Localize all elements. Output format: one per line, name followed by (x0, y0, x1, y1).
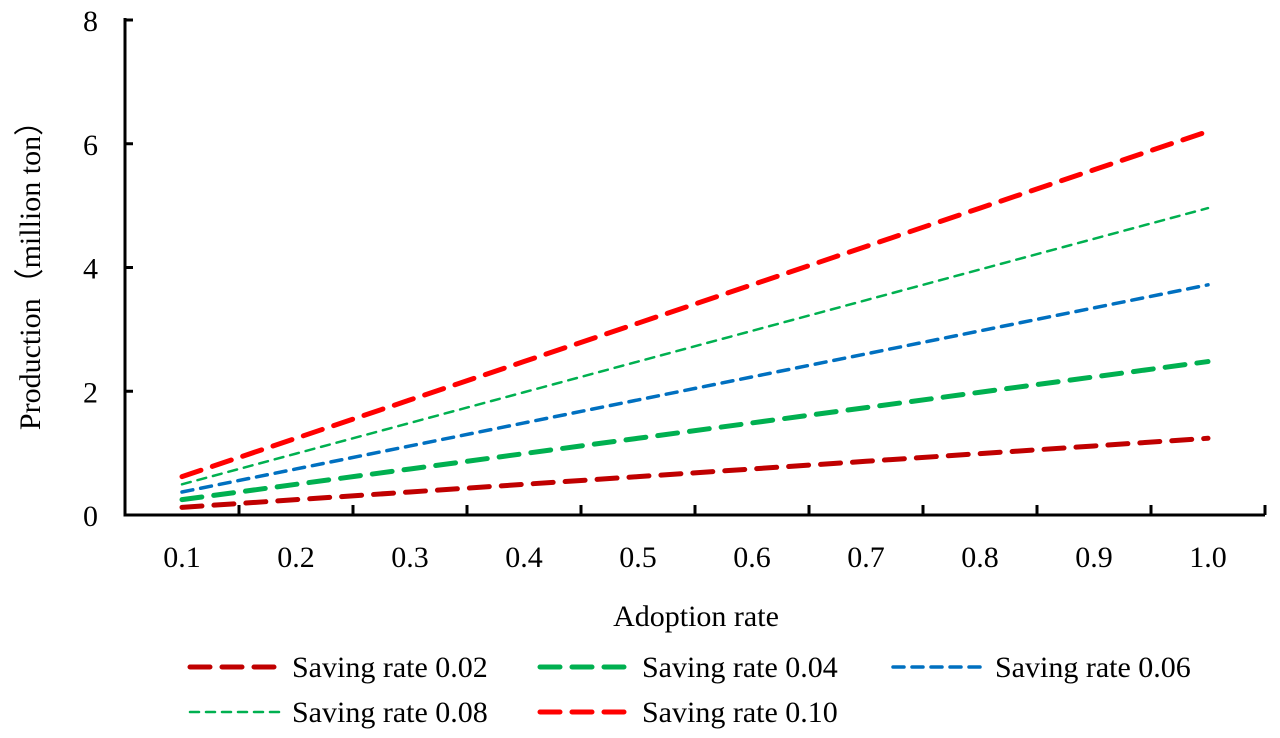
x-tick-label: 0.9 (1075, 541, 1113, 574)
x-tick-label: 0.6 (733, 541, 771, 574)
x-tick-label: 0.7 (847, 541, 885, 574)
y-axis-title: Production（million ton） (14, 106, 47, 430)
legend: Saving rate 0.02 Saving rate 0.04 Saving r… (187, 651, 1191, 729)
y-tick-label: 2 (83, 376, 98, 409)
legend-label-5: Saving rate 0.10 (642, 696, 838, 729)
y-tick-label: 6 (83, 129, 98, 162)
legend-label-2: Saving rate 0.04 (642, 651, 838, 684)
series-line-4 (180, 206, 1210, 486)
x-tick-label: 0.5 (619, 541, 657, 574)
x-tick-label: 0.1 (163, 541, 201, 574)
x-tick-label: 0.3 (391, 541, 429, 574)
series-line-5 (179, 128, 1211, 480)
x-tick-label: 1.0 (1189, 541, 1227, 574)
legend-label-1: Saving rate 0.02 (292, 651, 488, 684)
series-line-2 (179, 359, 1211, 503)
x-axis-title: Adoption rate (613, 600, 779, 633)
x-tick-label: 0.4 (505, 541, 543, 574)
series-line-1 (179, 435, 1211, 510)
y-tick-label: 0 (83, 500, 98, 533)
x-tick-label: 0.2 (277, 541, 315, 574)
legend-label-3: Saving rate 0.06 (995, 651, 1191, 684)
series-line-3 (180, 283, 1210, 494)
y-tick-label: 4 (83, 253, 98, 286)
plot-area: 0 2 4 6 8 0.1 0.2 0.3 0.4 0.5 0.6 0.7 0.8 0.9 1.0 (83, 5, 1267, 574)
y-tick-label: 8 (83, 5, 98, 38)
x-tick-label: 0.8 (961, 541, 999, 574)
legend-label-4: Saving rate 0.08 (292, 696, 488, 729)
